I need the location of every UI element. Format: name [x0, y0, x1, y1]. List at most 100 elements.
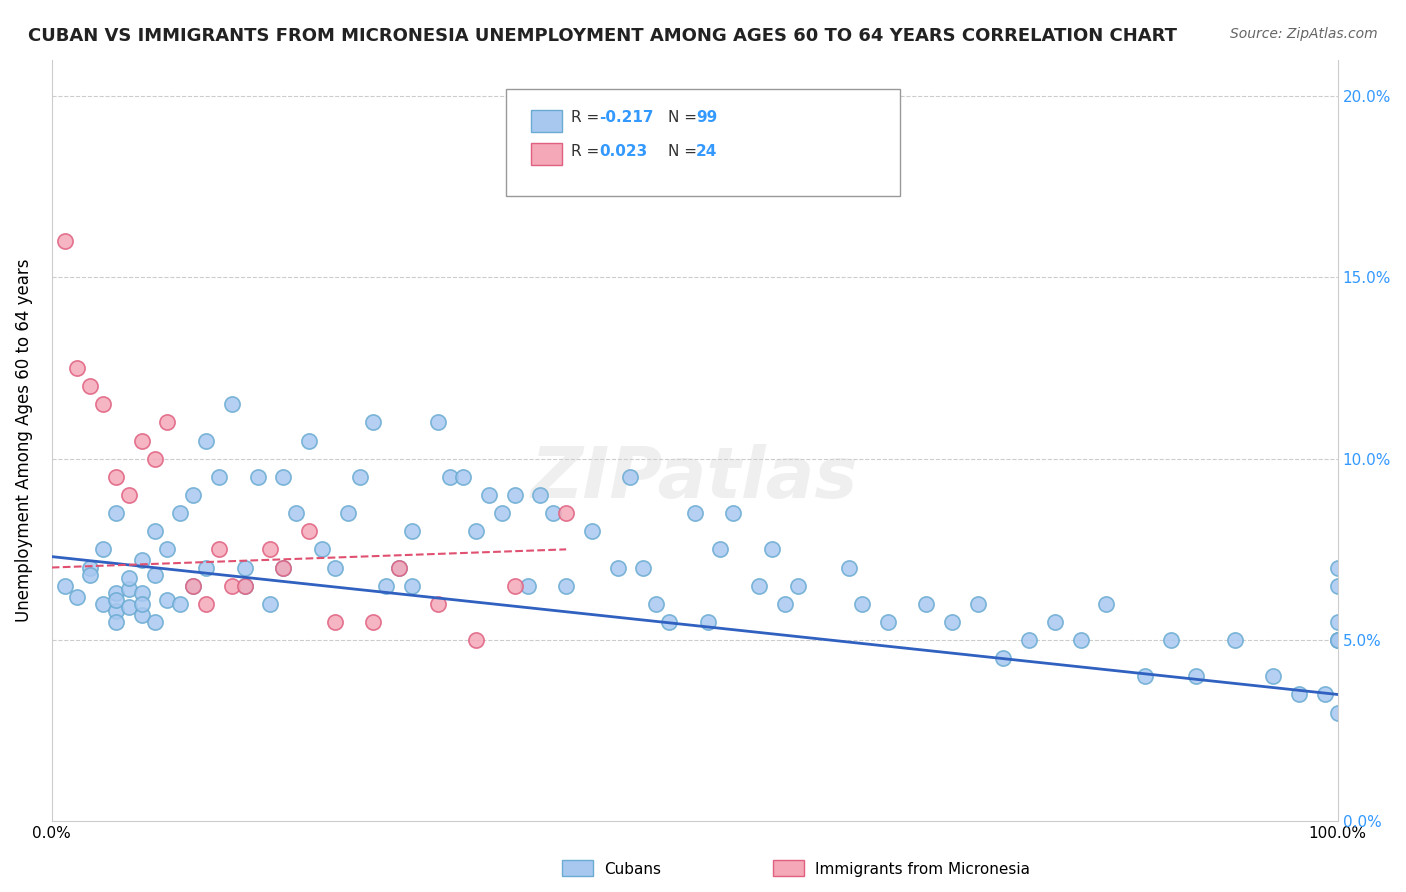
Text: R =: R =	[571, 145, 605, 159]
Point	[323, 615, 346, 629]
Point	[401, 579, 423, 593]
Point	[143, 615, 166, 629]
Point	[1326, 633, 1348, 648]
Point	[915, 597, 938, 611]
Point	[543, 506, 565, 520]
Text: 24: 24	[696, 145, 717, 159]
Point	[851, 597, 873, 611]
Text: 99: 99	[696, 111, 717, 125]
Point	[233, 560, 256, 574]
Point	[1263, 669, 1285, 683]
Point	[645, 597, 668, 611]
Point	[156, 416, 179, 430]
Point	[773, 597, 796, 611]
Point	[555, 579, 578, 593]
Point	[118, 571, 141, 585]
Point	[298, 434, 321, 448]
Point	[465, 633, 488, 648]
Point	[285, 506, 308, 520]
Point	[1326, 633, 1348, 648]
Point	[195, 434, 218, 448]
Text: CUBAN VS IMMIGRANTS FROM MICRONESIA UNEMPLOYMENT AMONG AGES 60 TO 64 YEARS CORRE: CUBAN VS IMMIGRANTS FROM MICRONESIA UNEM…	[28, 27, 1177, 45]
Point	[1160, 633, 1182, 648]
Point	[105, 615, 128, 629]
Point	[813, 179, 835, 194]
Point	[131, 607, 153, 622]
Y-axis label: Unemployment Among Ages 60 to 64 years: Unemployment Among Ages 60 to 64 years	[15, 259, 32, 623]
Point	[1326, 615, 1348, 629]
Point	[91, 542, 114, 557]
Point	[516, 579, 538, 593]
Point	[1185, 669, 1208, 683]
Point	[426, 597, 449, 611]
Point	[169, 506, 191, 520]
Text: R =: R =	[571, 111, 605, 125]
Point	[131, 553, 153, 567]
Point	[271, 470, 294, 484]
Point	[105, 470, 128, 484]
Point	[478, 488, 501, 502]
Point	[838, 560, 860, 574]
Point	[105, 593, 128, 607]
Point	[1288, 688, 1310, 702]
Point	[683, 506, 706, 520]
Text: -0.217: -0.217	[599, 111, 654, 125]
Point	[786, 579, 808, 593]
Point	[156, 593, 179, 607]
Point	[1326, 560, 1348, 574]
Point	[143, 451, 166, 466]
Text: Immigrants from Micronesia: Immigrants from Micronesia	[815, 863, 1031, 877]
Point	[388, 560, 411, 574]
Point	[118, 488, 141, 502]
Text: N =: N =	[668, 145, 702, 159]
Point	[606, 560, 628, 574]
Point	[66, 361, 89, 376]
Text: Source: ZipAtlas.com: Source: ZipAtlas.com	[1230, 27, 1378, 41]
Point	[259, 542, 281, 557]
Point	[401, 524, 423, 539]
Point	[233, 579, 256, 593]
Point	[375, 579, 398, 593]
Point	[156, 542, 179, 557]
Point	[246, 470, 269, 484]
Point	[993, 651, 1015, 665]
Point	[181, 579, 204, 593]
Point	[361, 615, 384, 629]
Point	[619, 470, 641, 484]
Point	[221, 397, 243, 411]
Point	[1223, 633, 1246, 648]
Point	[91, 397, 114, 411]
Point	[79, 567, 101, 582]
Point	[143, 567, 166, 582]
Point	[66, 590, 89, 604]
Point	[1326, 633, 1348, 648]
Point	[181, 579, 204, 593]
Point	[426, 416, 449, 430]
Point	[298, 524, 321, 539]
Point	[271, 560, 294, 574]
Point	[451, 470, 474, 484]
Point	[1326, 706, 1348, 720]
Point	[529, 488, 551, 502]
Point	[941, 615, 963, 629]
Point	[105, 586, 128, 600]
Point	[1095, 597, 1118, 611]
Point	[323, 560, 346, 574]
Point	[361, 416, 384, 430]
Point	[131, 434, 153, 448]
Point	[1133, 669, 1156, 683]
Point	[696, 615, 718, 629]
Point	[91, 597, 114, 611]
Point	[723, 506, 745, 520]
Point	[1326, 579, 1348, 593]
Point	[259, 597, 281, 611]
Point	[1018, 633, 1040, 648]
Point	[1070, 633, 1092, 648]
Point	[439, 470, 461, 484]
Point	[79, 560, 101, 574]
Point	[208, 470, 231, 484]
Point	[79, 379, 101, 393]
Point	[491, 506, 513, 520]
Point	[336, 506, 359, 520]
Point	[118, 600, 141, 615]
